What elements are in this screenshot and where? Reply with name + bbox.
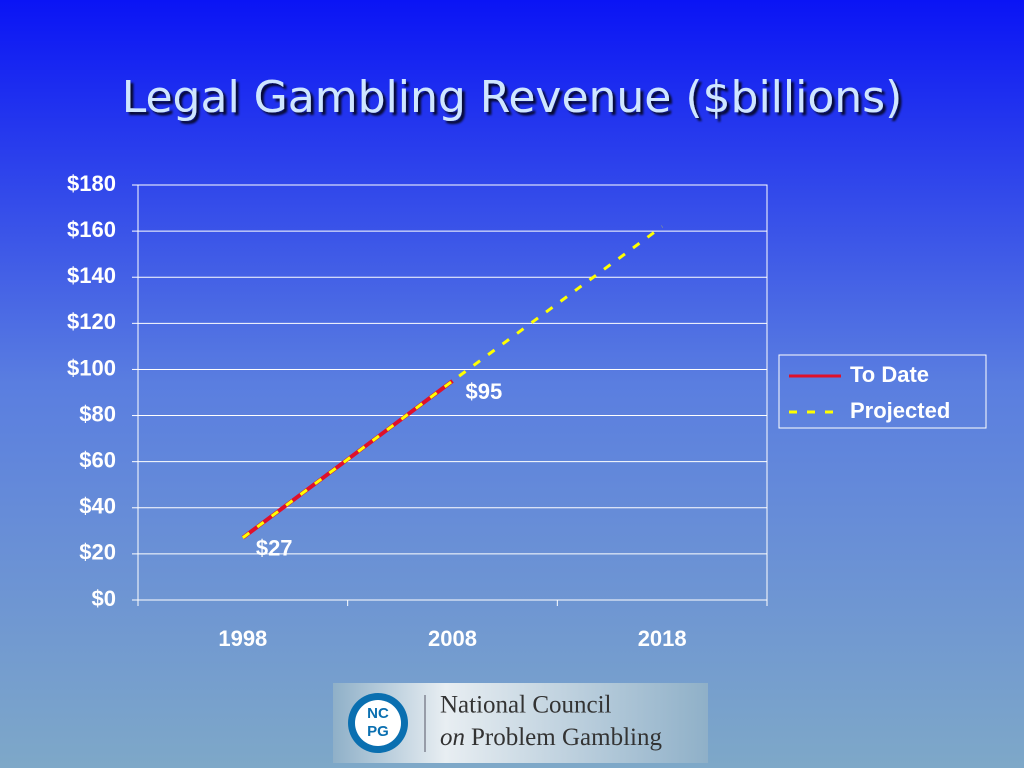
logo: NC PG National Council on Problem Gamblin… xyxy=(333,683,708,763)
logo-badge-text: PG xyxy=(367,723,389,740)
x-tick-label: 2018 xyxy=(638,626,687,651)
y-tick-label: $140 xyxy=(67,263,116,288)
logo-italic: on xyxy=(440,724,465,751)
line-series xyxy=(241,225,664,539)
x-tick-label: 2008 xyxy=(428,626,477,651)
logo-line1: National Council xyxy=(440,692,612,719)
data-label: $95 xyxy=(466,379,503,404)
y-tick-label: $20 xyxy=(79,540,116,565)
y-tick-label: $100 xyxy=(67,355,116,380)
y-tick-label: $40 xyxy=(79,494,116,519)
data-label: $27 xyxy=(256,536,293,561)
y-tick-label: $0 xyxy=(92,586,116,611)
logo-line2: on Problem Gambling xyxy=(440,724,662,751)
chart-title: Legal Gambling Revenue ($billions) xyxy=(122,72,903,123)
logo-badge-inner xyxy=(355,700,401,746)
y-tick-label: $60 xyxy=(79,447,116,472)
legend-label: To Date xyxy=(850,362,929,387)
x-tick-label: 1998 xyxy=(218,626,267,651)
legend-label: Projected xyxy=(850,398,950,423)
logo-line2-text: Problem Gambling xyxy=(471,724,662,751)
y-tick-label: $80 xyxy=(79,401,116,426)
y-tick-label: $180 xyxy=(67,171,116,196)
y-tick-label: $160 xyxy=(67,217,116,242)
logo-badge-text: NC xyxy=(367,705,389,722)
y-tick-label: $120 xyxy=(67,309,116,334)
legend-box xyxy=(778,354,987,429)
